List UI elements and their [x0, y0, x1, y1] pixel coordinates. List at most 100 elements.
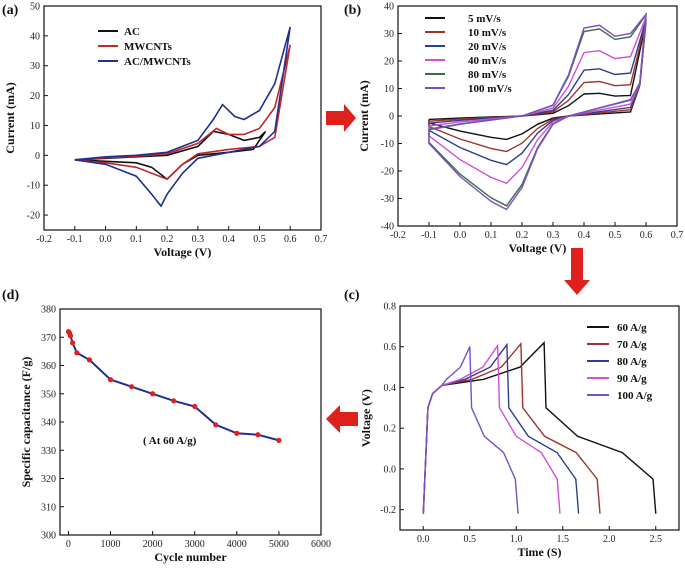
chart-panel-d: 0 1000 2000 3000 4000 5000 6000 300 310 320 330 340… [19, 305, 331, 565]
panel-d-x-tick-label: 3000 [185, 539, 205, 550]
panel-a-x-tick-label: 0.2 [161, 234, 174, 245]
panel-d-y-tick-label: 360 [41, 361, 56, 372]
panel-b-y-tick-label: 10 [384, 84, 394, 95]
panel-b-y-tick-label: 30 [384, 29, 394, 40]
panel-c-y-tick-label: 0.2 [384, 424, 397, 435]
panel-d-point [276, 437, 282, 443]
panel-d-y-tick-label: 330 [41, 446, 56, 457]
panel-c-x-tick-label: 1.0 [510, 534, 523, 545]
panel-d-x-tick-label: 4000 [227, 539, 247, 550]
panel-a-y-tick-label: 0 [35, 151, 40, 162]
panel-b-x-tick-label: 0.5 [609, 230, 622, 241]
panel-a-y-tick-label: -20 [27, 211, 40, 222]
panel-b-legend-entry: 40 mV/s [468, 55, 507, 67]
panel-d-series-line [67, 331, 280, 442]
panel-c-x-tick-label: 2.0 [603, 534, 616, 545]
chart-panel-a: -0.2 -0.1 0.0 0.1 0.2 0.3 0.4 0.5 0.6 0.7 -20 -10 0 1… [3, 2, 327, 260]
panel-d-y-tick-label: 350 [41, 389, 56, 400]
panel-b-y-tick-label: 20 [384, 57, 394, 68]
panel-b-x-tick-label: 0.4 [578, 230, 591, 241]
panel-a-legend-entry: MWCNTs [124, 41, 173, 53]
panel-d-x-tick-label: 2000 [143, 539, 163, 550]
panel-a-plot-frame [43, 5, 322, 231]
panel-a-legend-entry: AC [124, 26, 140, 38]
panel-b-label: (b) [344, 3, 361, 18]
panel-a-series-1-line [74, 44, 291, 181]
panel-b-x-axis-label: Voltage (V) [509, 241, 567, 255]
panel-a-y-tick-label: 40 [30, 31, 40, 42]
chart-panel-c: 0.0 0.5 1.0 1.5 2.0 2.5 -0.2 0.0 0.2 0.4 0.6 0.8 Tim… [359, 302, 680, 559]
panel-a-y-tick-label: 50 [30, 2, 40, 13]
panel-b-x-tick-label: 0.2 [516, 230, 529, 241]
panel-a-y-tick-label: -10 [27, 181, 40, 192]
panel-a-x-tick-label: -0.1 [67, 234, 83, 245]
panel-b-y-axis-label: Current (mA) [357, 80, 371, 151]
panel-d-point [255, 432, 261, 438]
panel-c-x-axis-label: Time (S) [517, 545, 561, 559]
panel-d-y-tick-label: 300 [41, 531, 56, 542]
arrow-right-icon [326, 104, 356, 132]
chart-panel-b: -0.2 -0.1 0.0 0.1 0.2 0.3 0.4 0.5 0.6 0.7 -40 -30 -2… [357, 2, 683, 256]
panel-b-y-tick-label: 40 [384, 2, 394, 13]
panel-d-point [70, 340, 76, 346]
panel-d-point [213, 422, 219, 428]
panel-d-point [234, 430, 240, 436]
panel-d-x-tick-label: 0 [66, 539, 71, 550]
panel-c-x-tick-label: 0.5 [464, 534, 477, 545]
panel-b-series-5-line [428, 12, 647, 211]
panel-d-x-tick-label: 1000 [101, 539, 121, 550]
panel-c-y-tick-label: 0.8 [384, 302, 397, 313]
panel-b-series-3-line [428, 16, 647, 185]
panel-a-y-tick-label: 20 [30, 91, 40, 102]
panel-a-y-tick-label: 10 [30, 121, 40, 132]
arrow-down-icon [564, 248, 590, 295]
panel-d-y-tick-label: 380 [41, 305, 56, 316]
panel-c-y-tick-label: 0.6 [384, 342, 397, 353]
panel-d-y-tick-label: 310 [41, 502, 56, 513]
panel-a-x-axis-label: Voltage (V) [154, 245, 212, 259]
panel-c-legend-entry: 100 A/g [617, 390, 653, 402]
panel-c-series-4-line [422, 346, 519, 514]
panel-d-y-axis-label: Specific capacitance (F/g) [19, 357, 33, 488]
panel-a-x-tick-label: -0.2 [36, 234, 52, 245]
panel-c-series-2-line [422, 342, 580, 514]
panel-b-y-tick-label: -40 [381, 222, 394, 233]
panel-b-y-tick-label: -30 [381, 194, 394, 205]
panel-d-point [74, 350, 80, 356]
panel-d-point [107, 377, 114, 383]
panel-b-plot-frame [397, 5, 678, 227]
panel-c-y-axis-label: Voltage (V) [359, 389, 373, 447]
panel-a-label: (a) [2, 3, 19, 18]
panel-c-legend-entry: 60 A/g [617, 322, 647, 334]
panel-d-y-tick-label: 320 [41, 474, 56, 485]
panel-d-plot-frame [59, 308, 322, 536]
panel-c-x-tick-label: 0.0 [417, 534, 430, 545]
panel-a-x-tick-label: 0.6 [284, 234, 297, 245]
panel-d-x-tick-label: 5000 [269, 539, 289, 550]
panel-d-point [86, 357, 93, 363]
panel-b-y-tick-label: 0 [389, 112, 394, 123]
panel-c-legend-entry: 80 A/g [617, 356, 647, 368]
panel-d-point [67, 333, 74, 339]
panel-a-x-tick-label: 0.4 [222, 234, 235, 245]
panel-d-x-axis-label: Cycle number [154, 550, 227, 564]
panel-d-y-tick-label: 370 [41, 333, 56, 344]
panel-b-x-tick-label: 0.1 [485, 230, 498, 241]
panel-b-x-tick-label: -0.2 [390, 230, 406, 241]
panel-c-y-tick-label: 0.0 [384, 464, 397, 475]
panel-b-legend-entry: 100 mV/s [468, 83, 512, 95]
panel-b-y-tick-label: -20 [381, 167, 394, 178]
panel-c-x-tick-label: 1.5 [557, 534, 570, 545]
panel-d-x-tick-label: 6000 [311, 539, 331, 550]
panel-b-y-tick-label: -10 [381, 139, 394, 150]
panel-a-y-tick-label: 30 [30, 61, 40, 72]
panel-d-point [150, 391, 156, 397]
panel-b-legend-entry: 5 mV/s [468, 13, 501, 25]
panel-d-label: (d) [2, 288, 19, 303]
panel-d-annotation: ( At 60 A/g) [143, 435, 197, 447]
panel-b-x-tick-label: 0.0 [454, 230, 467, 241]
panel-b-x-tick-label: 0.6 [640, 230, 653, 241]
panel-c-y-tick-label: -0.2 [380, 505, 396, 516]
arrow-left-icon [326, 405, 358, 433]
